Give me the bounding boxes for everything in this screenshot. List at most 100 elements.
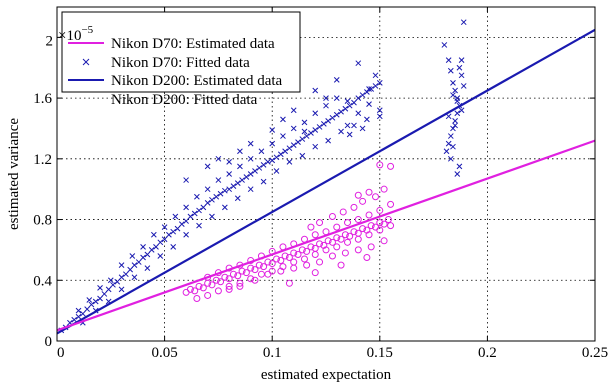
scatter-point-o: [290, 249, 298, 257]
scatter-point-o: [277, 257, 285, 265]
scatter-point-o: [365, 231, 373, 239]
scatter-point-x: [161, 236, 168, 243]
scatter-point-x: [123, 271, 129, 278]
scatter-point-o: [225, 275, 233, 283]
fit-line: [56, 139, 596, 332]
scatter-point-x: [243, 174, 250, 180]
scatter-point-x: [71, 316, 78, 323]
scatter-point-x: [312, 127, 319, 133]
scatter-point-x: [351, 99, 357, 106]
scatter-point-x: [323, 95, 329, 101]
scatter-point-x: [333, 77, 340, 83]
y-tick-label: 0.8: [33, 213, 52, 229]
scatter-point-x: [366, 86, 372, 92]
scatter-point-x: [376, 113, 383, 120]
scatter-point-x: [144, 251, 151, 258]
scatter-point-x: [252, 168, 258, 174]
y-tick-label: 1.2: [33, 152, 52, 168]
scatter-point-o: [367, 222, 375, 230]
x-tick-label: 0.25: [582, 345, 608, 361]
scatter-point-x: [364, 89, 370, 95]
scatter-point-o: [316, 258, 324, 266]
scatter-point-o: [367, 243, 375, 251]
scatter-point-x: [260, 178, 267, 185]
scatter-point-x: [191, 210, 198, 217]
scatter-point-o: [354, 216, 362, 224]
scatter-point-x: [183, 218, 189, 224]
scatter-point-x: [258, 148, 265, 155]
scatter-point-x: [209, 213, 215, 220]
scatter-point-x: [230, 183, 237, 189]
scatter-point-o: [380, 237, 388, 245]
scatter-point-x: [452, 87, 458, 94]
scatter-point-x: [290, 142, 297, 149]
scatter-point-o: [273, 255, 281, 263]
scatter-point-x: [226, 171, 233, 177]
scatter-point-x: [456, 163, 463, 170]
scatter-point-o: [238, 267, 246, 275]
scatter-point-o: [212, 276, 220, 284]
scatter-point-x: [170, 228, 177, 235]
scatter-point-o: [380, 185, 388, 193]
scatter-point-o: [242, 269, 250, 277]
scatter-point-x: [359, 92, 366, 98]
scatter-point-x: [196, 222, 202, 229]
scatter-point-x: [366, 101, 372, 108]
scatter-point-x: [447, 155, 454, 162]
scatter-point-x: [445, 57, 452, 63]
scatter-point-o: [191, 287, 199, 295]
scatter-point-o: [294, 250, 302, 258]
scatter-point-x: [110, 281, 116, 288]
scatter-point-x: [157, 253, 164, 259]
scatter-point-x: [97, 285, 103, 291]
scatter-point-x: [344, 98, 351, 104]
scatter-point-o: [359, 197, 367, 205]
scatter-point-x: [320, 121, 327, 127]
scatter-point-o: [199, 284, 207, 292]
scatter-point-x: [359, 125, 366, 132]
scatter-point-x: [166, 231, 172, 238]
scatter-point-o: [322, 246, 330, 254]
scatter-point-x: [443, 148, 450, 155]
scatter-point-x: [75, 307, 82, 314]
scatter-point-o: [316, 219, 324, 227]
scatter-point-o: [247, 275, 255, 283]
scatter-point-x: [209, 196, 215, 203]
scatter-point-o: [234, 272, 242, 280]
scatter-point-x: [280, 133, 286, 139]
y-axis-ticks: 0 0.4 0.8 1.2 1.6 2: [33, 33, 595, 350]
scatter-point-x: [187, 213, 194, 220]
scatter-point-x: [114, 278, 121, 285]
scatter-point-x: [157, 239, 164, 246]
scatter-point-o: [344, 238, 352, 246]
scatter-point-x: [290, 125, 297, 132]
scatter-point-o: [229, 270, 237, 278]
scatter-point-x: [178, 221, 185, 227]
legend-label-d70-fitted: Nikon D70: Fitted data: [111, 55, 250, 71]
scatter-point-o: [328, 252, 336, 260]
scatter-point-x: [260, 162, 267, 168]
scatter-point-x: [183, 177, 189, 183]
scatter-point-x: [222, 187, 228, 194]
y-tick-label: 0: [45, 334, 53, 350]
scatter-point-o: [307, 243, 315, 251]
scatter-point-x: [454, 110, 461, 117]
legend-swatch-d70-fitted: [82, 58, 90, 66]
scatter-point-o: [225, 282, 233, 290]
scatter-point-x: [172, 213, 179, 220]
scatter-point-x: [194, 193, 200, 200]
x-tick-label: 0.2: [478, 345, 497, 361]
scatter-point-o: [344, 219, 352, 227]
scatter-point-o: [376, 161, 384, 169]
scatter-point-o: [354, 191, 362, 199]
legend-box: [61, 11, 301, 93]
scatter-point-x: [256, 165, 263, 171]
scatter-point-x: [131, 274, 138, 281]
scatter-point-x: [269, 127, 276, 133]
scatter-point-x: [301, 128, 308, 135]
scatter-point-o: [350, 203, 358, 211]
scatter-point-x: [234, 180, 241, 186]
scatter-point-o: [346, 232, 354, 240]
scatter-point-x: [204, 163, 211, 170]
